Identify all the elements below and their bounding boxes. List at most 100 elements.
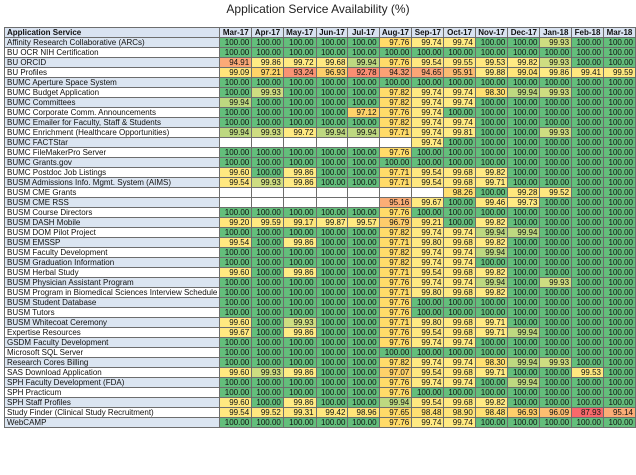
empty-cell: [219, 187, 253, 198]
availability-cell: 100.00: [282, 147, 317, 158]
availability-cell: 100.00: [282, 87, 317, 98]
availability-cell: 100.00: [507, 257, 541, 268]
service-name: BUMC Aperture Space System: [3, 77, 221, 88]
availability-cell: 100.00: [282, 377, 317, 388]
availability-cell: 100.00: [411, 307, 445, 318]
availability-cell: 98.26: [443, 187, 476, 198]
availability-cell: 99.74: [411, 87, 445, 98]
availability-cell: 100.00: [539, 227, 573, 238]
availability-cell: 99.54: [219, 237, 253, 248]
availability-cell: 99.54: [411, 267, 445, 278]
availability-cell: 99.93: [539, 87, 573, 98]
availability-cell: 99.93: [539, 127, 573, 138]
availability-cell: 99.74: [411, 337, 445, 348]
availability-cell: 100.00: [443, 297, 476, 308]
availability-cell: 100.00: [539, 107, 573, 118]
availability-cell: 100.00: [603, 157, 636, 168]
header-row: Application Service Mar-17 Apr-17 May-17 Ju…: [3, 27, 636, 38]
availability-cell: 100.00: [443, 157, 476, 168]
availability-cell: 100.00: [603, 237, 636, 248]
availability-cell: 100.00: [378, 347, 413, 358]
availability-cell: 99.93: [282, 317, 317, 328]
availability-cell: 99.94: [507, 87, 541, 98]
table-row: BUSM Student Database 100.00 100.00 100.00 1…: [3, 297, 636, 308]
availability-cell: 94.32: [378, 67, 413, 78]
service-name: BUSM Student Database: [3, 297, 221, 308]
availability-cell: 100.00: [571, 277, 604, 288]
availability-cell: 99.57: [347, 217, 380, 228]
availability-cell: 100.00: [347, 97, 380, 108]
availability-cell: 100.00: [474, 127, 509, 138]
availability-cell: 100.00: [571, 287, 604, 298]
availability-cell: 99.82: [474, 217, 509, 228]
empty-cell: [347, 137, 380, 148]
availability-cell: 97.21: [251, 67, 284, 78]
availability-cell: 100.00: [347, 317, 380, 328]
service-name: Expertise Resources: [3, 327, 221, 338]
availability-cell: 100.00: [315, 37, 349, 48]
availability-cell: 100.00: [539, 327, 573, 338]
availability-cell: 99.54: [411, 177, 445, 188]
empty-cell: [378, 187, 413, 198]
availability-cell: 100.00: [539, 197, 573, 208]
availability-cell: 97.82: [378, 97, 413, 108]
table-row: SPH Staff Profiles 99.60 100.00 99.86 100.00…: [3, 397, 636, 408]
availability-cell: 100.00: [315, 167, 349, 178]
availability-cell: 97.12: [347, 107, 380, 118]
availability-cell: 99.74: [443, 417, 476, 428]
availability-cell: 100.00: [347, 207, 380, 218]
availability-cell: 100.00: [251, 317, 284, 328]
service-name: BUMC Budget Application: [3, 87, 221, 98]
availability-cell: 100.00: [474, 297, 509, 308]
availability-cell: 100.00: [251, 157, 284, 168]
availability-cell: 100.00: [507, 137, 541, 148]
availability-cell: 100.00: [315, 77, 349, 88]
availability-cell: 97.76: [378, 277, 413, 288]
availability-cell: 99.80: [411, 237, 445, 248]
availability-cell: 99.82: [474, 237, 509, 248]
availability-cell: 100.00: [443, 47, 476, 58]
availability-cell: 100.00: [474, 417, 509, 428]
availability-cell: 100.00: [539, 237, 573, 248]
availability-cell: 100.00: [571, 217, 604, 228]
month-header: Nov-17: [474, 27, 509, 38]
availability-cell: 100.00: [603, 347, 636, 358]
availability-cell: 100.00: [603, 387, 636, 398]
availability-cell: 99.21: [411, 217, 445, 228]
availability-cell: 100.00: [251, 327, 284, 338]
availability-cell: 100.00: [347, 157, 380, 168]
availability-cell: 100.00: [315, 147, 349, 158]
availability-cell: 100.00: [219, 37, 253, 48]
availability-cell: 100.00: [474, 77, 509, 88]
service-name: BUMC FileMakerPro Server: [3, 147, 221, 158]
empty-cell: [282, 137, 317, 148]
availability-cell: 100.00: [571, 377, 604, 388]
availability-cell: 100.00: [507, 157, 541, 168]
availability-cell: 100.00: [571, 87, 604, 98]
availability-cell: 100.00: [282, 227, 317, 238]
availability-cell: 99.82: [474, 167, 509, 178]
availability-cell: 100.00: [507, 417, 541, 428]
table-row: BUSM EMSSP 99.54 100.00 99.86 100.00 100.00 97…: [3, 237, 636, 248]
availability-cell: 99.20: [219, 217, 253, 228]
availability-cell: 100.00: [603, 367, 636, 378]
availability-cell: 100.00: [347, 227, 380, 238]
availability-cell: 100.00: [282, 247, 317, 258]
availability-cell: 100.00: [571, 127, 604, 138]
availability-cell: 100.00: [507, 147, 541, 158]
availability-cell: 100.00: [539, 337, 573, 348]
availability-cell: 100.00: [539, 217, 573, 228]
availability-cell: 100.00: [571, 297, 604, 308]
availability-cell: 100.00: [251, 337, 284, 348]
availability-cell: 100.00: [219, 287, 253, 298]
availability-cell: 100.00: [219, 277, 253, 288]
month-header: Oct-17: [443, 27, 476, 38]
availability-cell: 95.14: [603, 407, 636, 418]
table-row: Expertise Resources 99.67 100.00 99.86 100.0…: [3, 327, 636, 338]
availability-cell: 99.68: [443, 287, 476, 298]
availability-cell: 100.00: [571, 57, 604, 68]
availability-cell: 100.00: [603, 357, 636, 368]
availability-cell: 100.00: [603, 227, 636, 238]
availability-cell: 100.00: [507, 207, 541, 218]
availability-cell: 99.94: [315, 127, 349, 138]
